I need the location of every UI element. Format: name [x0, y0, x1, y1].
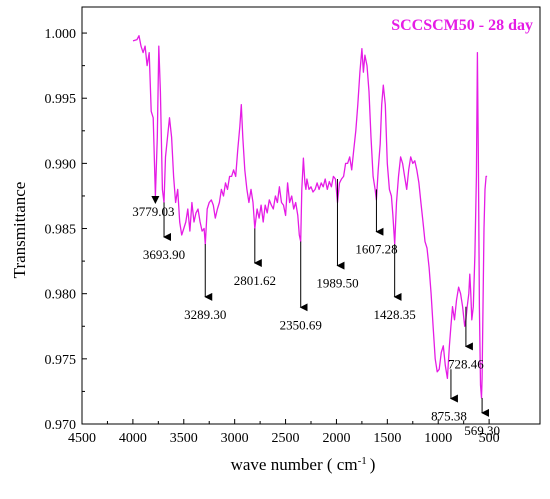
y-axis: 0.970 0.975 0.980 0.985 0.990 0.995 1.000: [45, 27, 87, 433]
peak-annotation: 728.46: [448, 306, 484, 371]
peak-annotation: 2801.62: [234, 228, 276, 288]
peak-label: 3779.03: [132, 204, 174, 219]
peak-label: 1607.28: [355, 242, 397, 257]
x-tick-label: 3000: [221, 431, 249, 446]
peak-label: 875.38: [431, 409, 467, 424]
peak-label: 728.46: [448, 356, 484, 371]
peak-annotation: 1428.35: [374, 244, 416, 322]
x-axis-title-main: wave number ( cm: [231, 455, 358, 474]
y-tick-label: 0.995: [45, 92, 77, 107]
x-axis-title-end: ): [370, 455, 376, 474]
peak-annotation: 1607.28: [355, 189, 398, 257]
peak-annotation: 875.38: [431, 369, 467, 424]
peak-arrow: [151, 195, 160, 204]
x-axis-title: wave number ( cm-1): [231, 455, 376, 474]
x-tick-label: 1000: [424, 431, 452, 446]
x-tick-label: 2500: [272, 431, 300, 446]
x-axis: 4500 4000 3500 3000 2500 2000 1500 1000 500: [68, 419, 500, 446]
x-tick-label: 4000: [119, 431, 147, 446]
y-tick-label: 0.990: [45, 157, 77, 172]
x-tick-label: 4500: [68, 431, 96, 446]
y-axis-title: Transmittance: [10, 182, 29, 279]
x-tick-label: 500: [479, 431, 500, 446]
peak-label: 3289.30: [184, 307, 226, 322]
peak-annotation: 2350.69: [280, 241, 322, 332]
peak-label: 2350.69: [280, 317, 322, 332]
chart-title: SCCSCM50 - 28 day: [391, 17, 533, 34]
y-tick-label: 0.985: [45, 223, 77, 238]
y-tick-label: 1.000: [45, 27, 77, 42]
peak-annotation: 3693.90: [143, 202, 185, 262]
y-tick-label: 0.975: [45, 353, 77, 368]
x-tick-label: 1500: [373, 431, 401, 446]
x-axis-title-superscript: -1: [358, 455, 367, 467]
y-tick-label: 0.970: [45, 418, 77, 433]
peak-label: 1989.50: [316, 276, 358, 291]
peak-label: 3693.90: [143, 247, 185, 262]
peak-label: 569.30: [464, 423, 500, 438]
series-line: [132, 35, 488, 399]
peak-label: 1428.35: [374, 307, 416, 322]
series-layer: [132, 35, 488, 399]
peak-annotation: 3779.03: [132, 195, 175, 219]
peak-annotation: 1989.50: [316, 179, 359, 291]
x-tick-label: 3500: [170, 431, 198, 446]
y-tick-label: 0.980: [45, 288, 77, 303]
peak-label: 2801.62: [234, 273, 276, 288]
peak-annotation: 569.30: [464, 397, 500, 438]
x-tick-label: 2000: [322, 431, 350, 446]
peak-annotation: 3289.30: [184, 244, 226, 322]
annotation-layer: 3779.03 3693.90 3289.30 2801.62 2350.69 1989.…: [132, 179, 500, 438]
